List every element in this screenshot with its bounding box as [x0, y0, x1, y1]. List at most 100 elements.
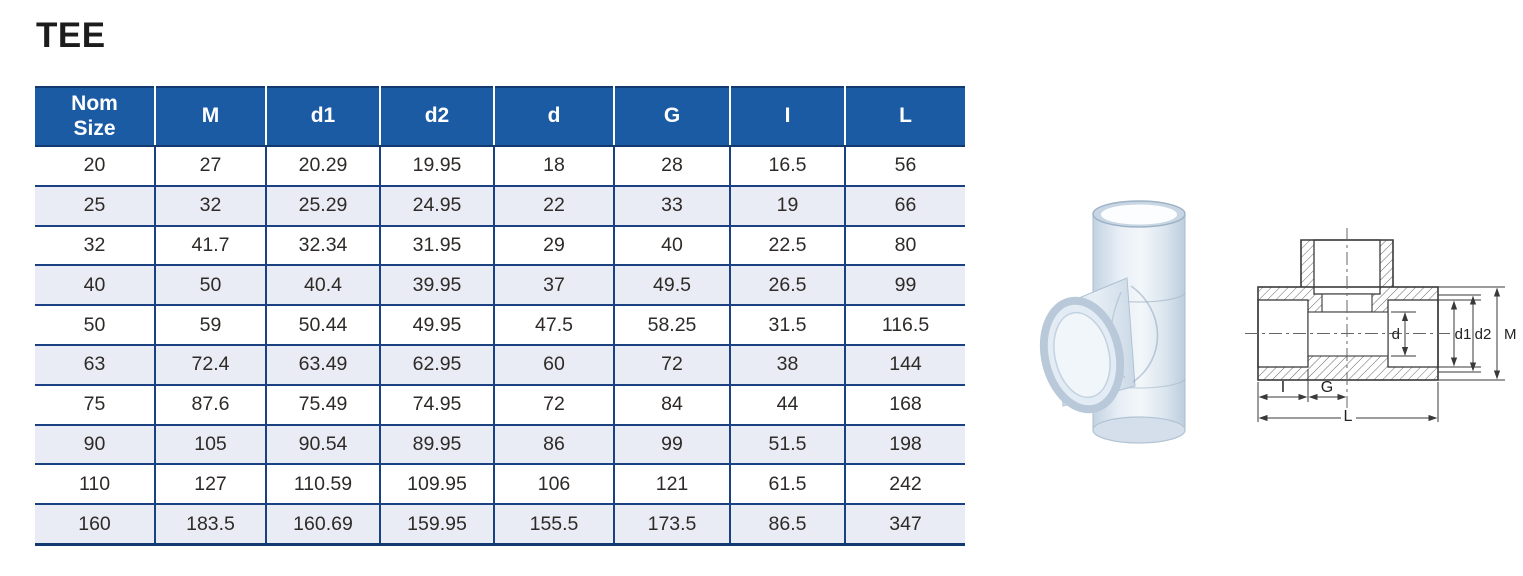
table-cell: 63: [35, 343, 156, 385]
table-cell: 31.5: [730, 304, 846, 345]
table-cell: 32.34: [266, 224, 381, 266]
table-cell: 63.49: [266, 343, 381, 385]
table-cell: 84: [614, 383, 731, 425]
table-cell: 40: [35, 264, 156, 306]
column-header: M: [155, 87, 267, 147]
table-cell: 38: [730, 343, 846, 385]
column-header: d1: [266, 87, 381, 147]
table-cell: 19.95: [380, 146, 495, 186]
table-cell: 110.59: [266, 463, 381, 505]
table-cell: 173.5: [614, 503, 731, 545]
table-cell: 32: [35, 224, 156, 266]
internal-bore-line: [1130, 285, 1159, 383]
table-cell: 121: [614, 463, 731, 505]
table-cell: 37: [494, 264, 615, 306]
table-cell: 80: [845, 224, 965, 266]
table-cell: 40.4: [266, 264, 381, 306]
table-cell: 49.5: [614, 264, 731, 306]
table-cell: 50: [155, 264, 267, 306]
table-row: 160 183.5 160.69 159.95 155.5 173.5 86.5 347: [35, 503, 965, 545]
table-cell: 32: [155, 184, 267, 226]
tee-bottom-rim: [1092, 416, 1186, 444]
table-cell: 49.95: [380, 304, 495, 345]
dim-label-L: L: [1344, 408, 1353, 425]
table-row: 110 127 110.59 109.95 106 121 61.5 242: [35, 463, 965, 505]
table-cell: 105: [155, 423, 267, 465]
table-cell: 89.95: [380, 423, 495, 465]
table-cell: 29: [494, 224, 615, 266]
table-cell: 347: [845, 503, 965, 545]
table-row: 20 27 20.29 19.95 18 28 16.5 56: [35, 146, 965, 186]
table-row: 63 72.4 63.49 62.95 60 72 38 144: [35, 343, 965, 385]
table-cell: 160: [35, 503, 156, 545]
dim-label-d: d: [1392, 326, 1400, 343]
table-cell: 25: [35, 184, 156, 226]
tee-top-opening: [1101, 204, 1177, 225]
table-cell: 116.5: [845, 304, 965, 345]
table-cell: 20: [35, 146, 156, 186]
table-row: 75 87.6 75.49 74.95 72 84 44 168: [35, 383, 965, 425]
table-cell: 51.5: [730, 423, 846, 465]
table-cell: 90: [35, 423, 156, 465]
table-cell: 47.5: [494, 304, 615, 345]
table-cell: 59: [155, 304, 267, 345]
table-cell: 22: [494, 184, 615, 226]
table-cell: 87.6: [155, 383, 267, 425]
table-cell: 27: [155, 146, 267, 186]
table-row: 40 50 40.4 39.95 37 49.5 26.5 99: [35, 264, 965, 306]
table-cell: 40: [614, 224, 731, 266]
page-title: TEE: [36, 16, 106, 55]
table-cell: 62.95: [380, 343, 495, 385]
table-row: 25 32 25.29 24.95 22 33 19 66: [35, 184, 965, 226]
label-mask: [1455, 325, 1472, 342]
table-cell: 72: [494, 383, 615, 425]
table-cell: 99: [845, 264, 965, 306]
table-row: 50 59 50.44 49.95 47.5 58.25 31.5 116.5: [35, 304, 965, 345]
table-cell: 31.95: [380, 224, 495, 266]
column-header: I: [730, 87, 846, 147]
branch-socket: [1039, 296, 1125, 414]
table-cell: 127: [155, 463, 267, 505]
table-cell: 19: [730, 184, 846, 226]
label-mask: [1341, 408, 1356, 422]
table-cell: 25.29: [266, 184, 381, 226]
column-header: d2: [380, 87, 495, 147]
table-cell: 86.5: [730, 503, 846, 545]
table-cell: 26.5: [730, 264, 846, 306]
table-cell: 41.7: [155, 224, 267, 266]
table-cell: 24.95: [380, 184, 495, 226]
table-cell: 56: [845, 146, 965, 186]
table-cell: 242: [845, 463, 965, 505]
table-cell: 90.54: [266, 423, 381, 465]
column-header: d: [494, 87, 615, 147]
dim-label-G: G: [1321, 379, 1333, 396]
tee-photo-graphic: [1039, 200, 1186, 444]
tee-technical-drawing: d d1 d2 M I G L: [1243, 222, 1521, 436]
table-cell: 160.69: [266, 503, 381, 545]
table-cell: 168: [845, 383, 965, 425]
table-cell: 183.5: [155, 503, 267, 545]
table-cell: 110: [35, 463, 156, 505]
table-row: 90 105 90.54 89.95 86 99 51.5 198: [35, 423, 965, 465]
column-header: G: [614, 87, 731, 147]
tee-drawing-graphic: d d1 d2 M I G L: [1245, 228, 1517, 425]
table-cell: 33: [614, 184, 731, 226]
table-cell: 20.29: [266, 146, 381, 186]
dim-label-d2: d2: [1475, 326, 1492, 343]
table-cell: 28: [614, 146, 731, 186]
dim-label-M: M: [1504, 326, 1517, 343]
table-cell: 86: [494, 423, 615, 465]
tee-fitting-photo: [1035, 190, 1231, 462]
table-cell: 16.5: [730, 146, 846, 186]
dim-label-d1: d1: [1455, 326, 1472, 343]
table-cell: 61.5: [730, 463, 846, 505]
table-cell: 39.95: [380, 264, 495, 306]
table-cell: 18: [494, 146, 615, 186]
table-cell: 144: [845, 343, 965, 385]
table-cell: 99: [614, 423, 731, 465]
table-cell: 72: [614, 343, 731, 385]
column-header: Nom Size: [35, 87, 156, 147]
table-cell: 58.25: [614, 304, 731, 345]
table-cell: 159.95: [380, 503, 495, 545]
